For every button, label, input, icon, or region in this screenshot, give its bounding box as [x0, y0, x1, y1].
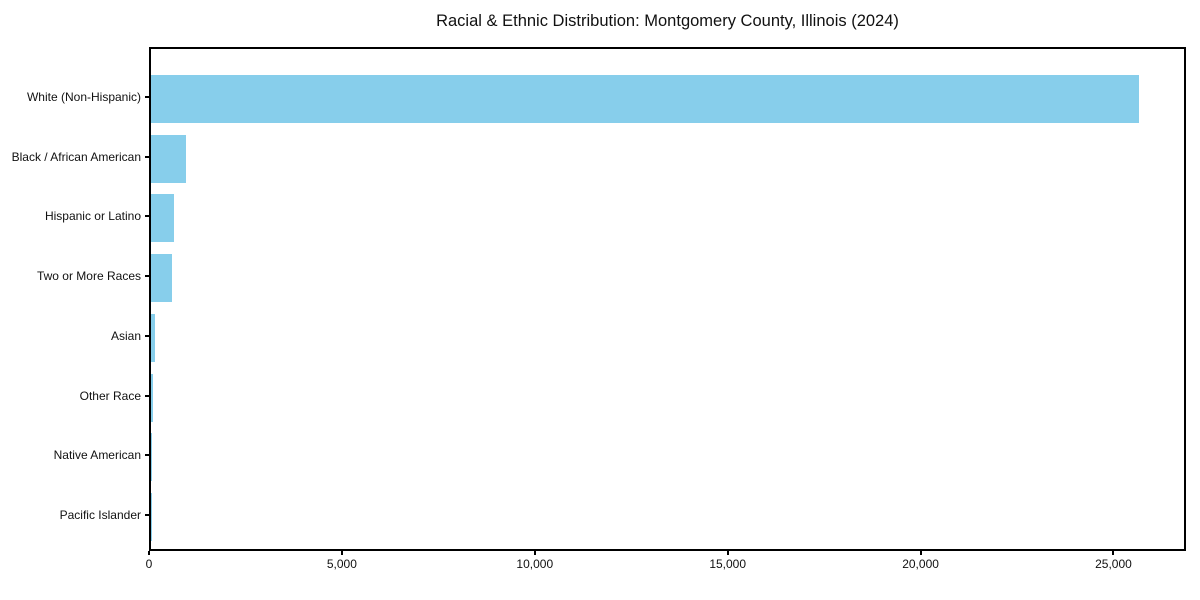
y-axis-label: Two or More Races	[36, 269, 141, 284]
x-tick-mark	[340, 551, 343, 555]
x-tick-mark	[533, 551, 536, 555]
x-tick-label: 15,000	[709, 557, 747, 571]
bar	[151, 194, 174, 243]
x-tick-label: 10,000	[516, 557, 554, 571]
y-tick-mark	[145, 96, 149, 98]
bar	[151, 433, 153, 482]
y-axis-label: Pacific Islander	[59, 507, 141, 522]
x-tick-label: 5,000	[326, 557, 357, 571]
x-tick-mark	[1112, 551, 1115, 555]
bar	[151, 134, 187, 183]
y-axis-label: Other Race	[79, 388, 141, 403]
y-axis-label: White (Non-Hispanic)	[26, 90, 141, 104]
plot-area	[149, 47, 1186, 551]
y-tick-mark	[145, 155, 149, 158]
y-tick-mark	[145, 513, 149, 516]
x-tick-mark	[919, 551, 922, 555]
y-tick-mark	[145, 334, 149, 337]
bar	[151, 313, 155, 362]
x-tick-label: 25,000	[1095, 557, 1132, 571]
chart-title: Racial & Ethnic Distribution: Montgomery…	[436, 12, 899, 30]
y-axis-label: Black / African American	[11, 149, 141, 164]
x-tick-mark	[726, 551, 729, 555]
y-tick-mark	[145, 215, 149, 218]
y-axis-label: Native American	[53, 448, 141, 463]
y-tick-mark	[145, 275, 149, 278]
y-tick-mark	[145, 454, 149, 457]
y-axis-label: Hispanic or Latino	[44, 209, 141, 224]
y-tick-mark	[145, 394, 149, 397]
x-tick-mark	[148, 551, 150, 555]
y-axis-label: Asian	[110, 328, 141, 343]
x-tick-label: 0	[145, 557, 153, 571]
bar	[151, 75, 1139, 123]
bar	[151, 254, 173, 303]
bars-layer	[151, 49, 1184, 549]
bar	[151, 373, 153, 422]
x-tick-label: 20,000	[902, 557, 939, 571]
